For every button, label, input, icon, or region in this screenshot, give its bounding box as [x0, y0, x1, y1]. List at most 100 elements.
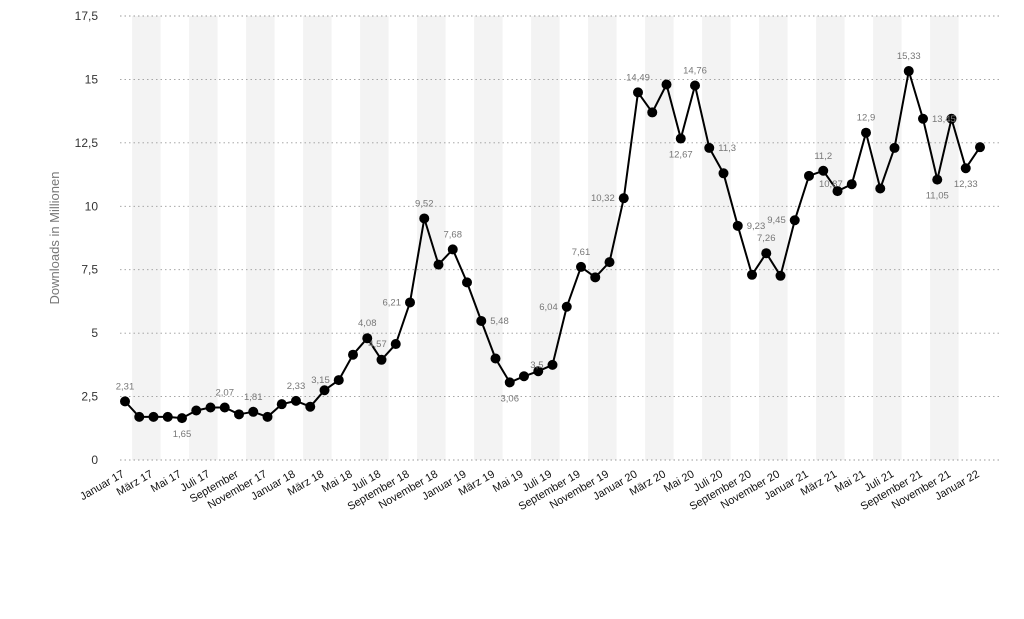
data-point: [647, 107, 658, 118]
background-band: [588, 16, 617, 460]
data-point: [333, 375, 344, 386]
data-point: [590, 272, 601, 283]
data-point: [946, 113, 957, 124]
data-label: 12,33: [954, 179, 978, 190]
data-point: [319, 385, 330, 396]
data-point: [405, 297, 415, 308]
data-point: [576, 261, 586, 272]
x-tick-label: Mai 20: [662, 468, 697, 495]
data-point: [262, 411, 273, 422]
data-label: 4,57: [368, 339, 387, 350]
y-tick-label: 10: [85, 199, 99, 213]
data-point: [376, 354, 387, 365]
data-label: 1,65: [173, 429, 192, 440]
data-point: [291, 395, 301, 406]
background-bands: [132, 16, 959, 460]
y-tick-label: 2,5: [81, 390, 98, 404]
data-point: [960, 163, 971, 174]
data-label: 10,87: [819, 179, 843, 190]
background-band: [873, 16, 902, 460]
data-label: 12,9: [857, 113, 876, 124]
data-point: [732, 220, 743, 231]
y-tick-label: 12,5: [75, 136, 99, 150]
data-point: [861, 127, 871, 138]
y-tick-label: 0: [91, 453, 98, 467]
background-band: [702, 16, 731, 460]
data-label: 10,32: [591, 193, 615, 204]
data-labels: 2,31 1,65 2,07 1,81 2,33 3,15 4,08 4,57 6,21 9,52…: [116, 51, 978, 440]
data-point: [177, 413, 187, 424]
data-point: [234, 409, 244, 420]
x-tick-label: Mai 17: [149, 468, 184, 495]
data-label: 6,04: [539, 302, 558, 313]
data-point: [889, 142, 900, 153]
data-point: [975, 142, 985, 153]
data-point: [447, 244, 458, 255]
data-point: [903, 66, 914, 77]
data-label: 11,2: [814, 151, 832, 162]
data-label: 9,23: [747, 221, 766, 232]
background-band: [132, 16, 161, 460]
data-point: [305, 401, 316, 412]
data-label: 5,48: [490, 316, 509, 327]
data-point: [419, 213, 430, 224]
background-band: [531, 16, 560, 460]
data-label: 2,07: [216, 387, 235, 398]
data-point: [789, 215, 800, 226]
data-label: 2,33: [287, 381, 306, 392]
data-point: [675, 133, 686, 144]
data-point: [761, 248, 772, 259]
data-point: [875, 183, 886, 194]
data-point: [804, 170, 814, 181]
data-label: 6,21: [383, 297, 402, 308]
data-point: [747, 269, 757, 280]
data-point: [832, 186, 843, 197]
data-label: 14,49: [626, 72, 650, 83]
data-label: 1,81: [244, 392, 263, 403]
data-point: [661, 79, 672, 90]
data-label: 12,67: [669, 150, 693, 161]
y-tick-label: 5: [91, 326, 98, 340]
data-point: [191, 405, 202, 416]
data-point: [390, 339, 401, 350]
data-point: [704, 142, 715, 153]
data-point: [519, 371, 529, 382]
data-point: [120, 396, 130, 407]
data-point: [604, 257, 615, 268]
background-band: [474, 16, 503, 460]
data-point: [476, 315, 487, 326]
data-point: [818, 165, 829, 176]
y-tick-label: 15: [85, 72, 99, 86]
y-axis-ticks: 0 2,5 5 7,5 10 12,5 15 17,5: [75, 9, 99, 467]
data-point: [547, 359, 558, 370]
background-band: [816, 16, 845, 460]
data-label: 11,3: [718, 143, 736, 154]
data-point: [162, 411, 173, 422]
data-point: [918, 113, 928, 124]
data-point: [248, 406, 259, 417]
data-point: [348, 349, 358, 360]
data-label: 7,61: [572, 247, 591, 258]
data-label: 15,33: [897, 51, 921, 62]
data-label: 14,76: [683, 66, 707, 77]
data-point: [533, 366, 544, 377]
y-axis-label: Downloads in Millionen: [47, 172, 62, 305]
data-point: [362, 333, 373, 344]
data-label: 7,68: [444, 229, 463, 240]
data-point: [775, 270, 786, 281]
data-point: [462, 277, 472, 288]
data-point: [276, 399, 287, 410]
data-point: [718, 168, 729, 179]
y-tick-label: 7,5: [81, 263, 98, 277]
y-tick-label: 17,5: [75, 9, 99, 23]
data-point: [504, 377, 515, 388]
data-point: [846, 179, 857, 190]
x-tick-label: Mai 19: [491, 468, 526, 495]
x-tick-label: Mai 21: [833, 468, 868, 495]
data-point: [433, 259, 444, 270]
data-label: 4,08: [358, 318, 377, 329]
data-point: [633, 87, 643, 98]
data-label: 11,05: [926, 191, 949, 202]
data-point: [932, 174, 943, 185]
